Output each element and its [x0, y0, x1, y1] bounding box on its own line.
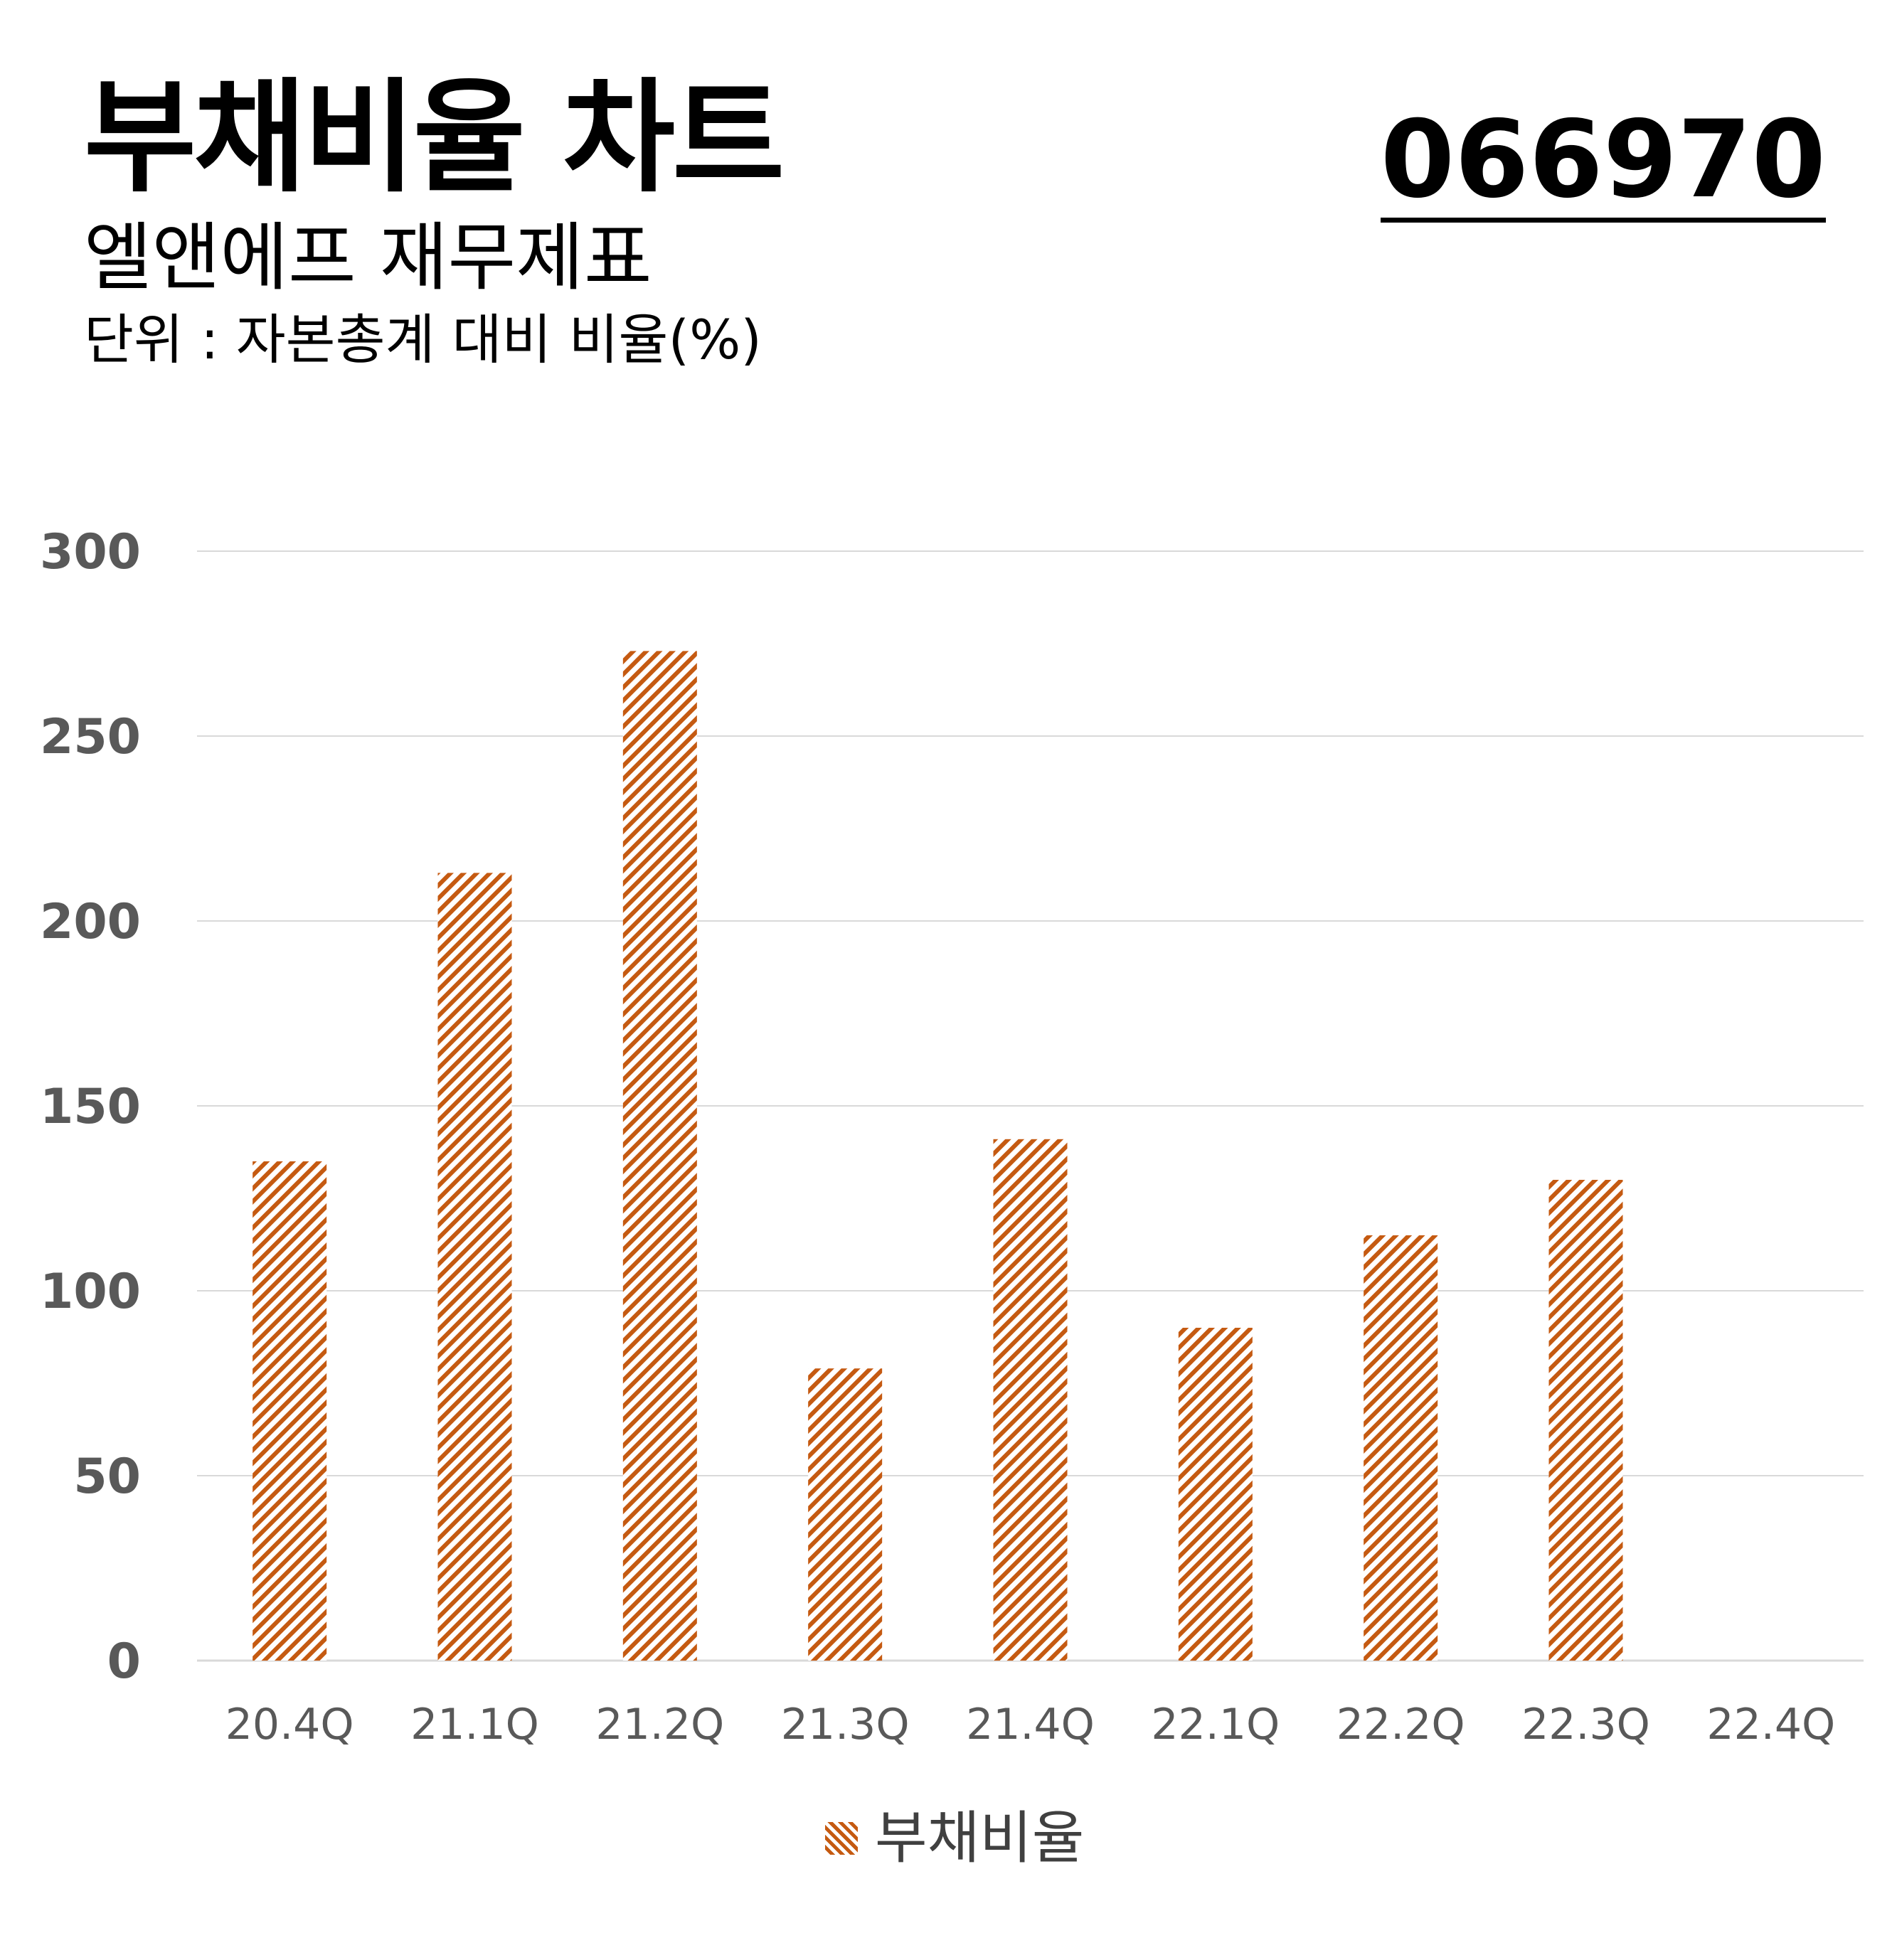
bars: [253, 651, 1623, 1661]
x-axis-ticks: 20.4Q 21.1Q 21.2Q 21.3Q 21.4Q 22.1Q 22.2Q 22.3Q…: [225, 1700, 1835, 1749]
chart-subtitle: 엘앤에프 재무제표: [84, 214, 652, 301]
y-tick-label: 200: [40, 894, 141, 950]
x-tick-label: 22.3Q: [1521, 1700, 1650, 1749]
y-tick-label: 150: [40, 1079, 141, 1135]
y-tick-label: 100: [40, 1264, 141, 1320]
x-tick-label: 21.1Q: [410, 1700, 539, 1749]
x-tick-label: 21.2Q: [595, 1700, 724, 1749]
y-tick-label: 50: [73, 1449, 141, 1505]
x-tick-label: 22.4Q: [1706, 1700, 1835, 1749]
bar-21.1Q: [437, 873, 512, 1661]
bar-20.4Q: [253, 1161, 327, 1661]
y-tick-label: 250: [40, 709, 141, 765]
y-tick-label: 300: [40, 524, 141, 580]
x-tick-label: 21.3Q: [781, 1700, 910, 1749]
legend: 부채비율: [825, 1810, 1084, 1867]
bar-22.2Q: [1364, 1235, 1438, 1661]
stock-code: 066970: [1380, 98, 1826, 223]
x-tick-label: 21.4Q: [966, 1700, 1095, 1749]
x-tick-label: 22.1Q: [1151, 1700, 1280, 1749]
x-tick-label: 20.4Q: [225, 1700, 354, 1749]
legend-swatch-icon: [825, 1822, 858, 1855]
unit-label: 단위 : 자본총계 대비 비율(%): [84, 308, 762, 371]
legend-label: 부채비율: [875, 1805, 1085, 1871]
bar-22.1Q: [1178, 1328, 1253, 1661]
x-tick-label: 22.2Q: [1337, 1700, 1465, 1749]
y-tick-label: 0: [107, 1634, 141, 1690]
bar-21.3Q: [808, 1368, 883, 1661]
chart-title: 부채비율 차트: [84, 66, 785, 209]
bar-22.3Q: [1548, 1180, 1623, 1661]
bar-21.4Q: [993, 1139, 1068, 1661]
bar-21.2Q: [622, 651, 697, 1661]
y-axis-ticks: 0 50 100 150 200 250 300: [40, 524, 141, 1690]
